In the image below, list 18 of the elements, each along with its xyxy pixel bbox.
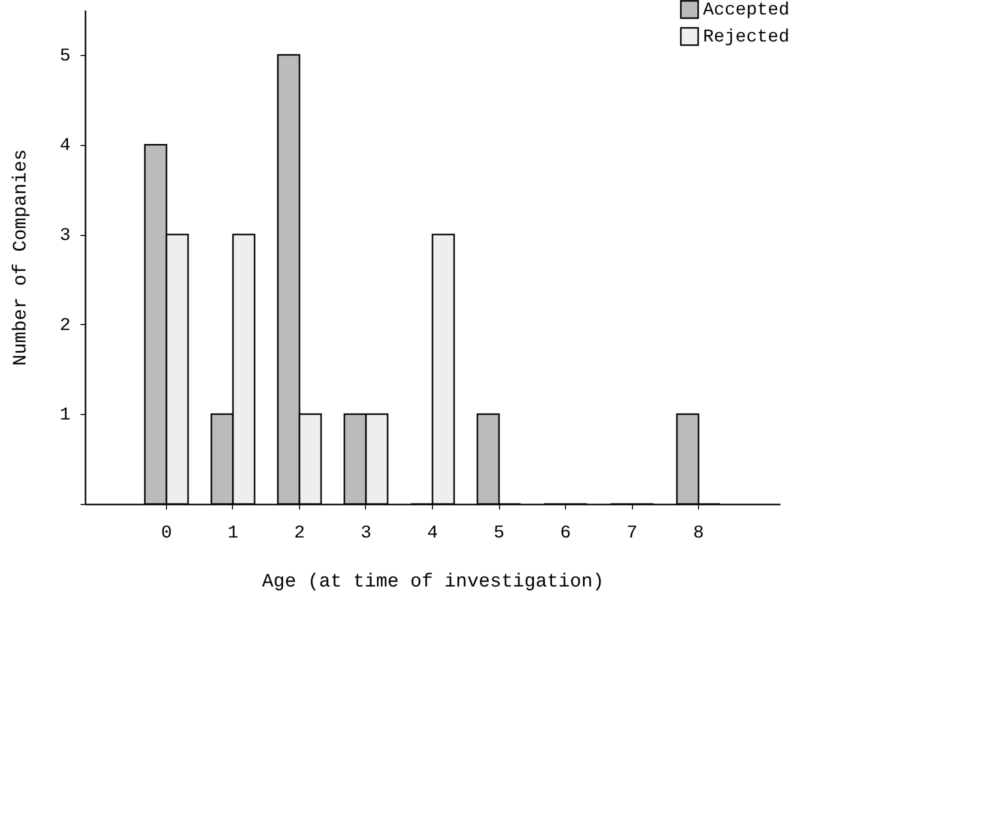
y-tick-label: 5 — [60, 46, 70, 66]
x-tick-label: 7 — [626, 524, 638, 544]
x-tick-label: 2 — [294, 524, 305, 544]
y-tick-label: 4 — [60, 136, 70, 156]
x-tick-label: 4 — [427, 524, 438, 544]
y-tick-label: 2 — [60, 316, 70, 336]
x-tick-label: 0 — [161, 524, 172, 544]
y-tick-label: 1 — [60, 406, 70, 426]
x-tick-label: 6 — [560, 524, 571, 544]
x-tick-label: 5 — [494, 524, 504, 544]
x-axis-title: Age (at time of investigation) — [262, 570, 604, 592]
x-tick-label: 3 — [360, 524, 372, 544]
y-tick-label: 3 — [60, 226, 70, 246]
legend-label: Accepted — [703, 0, 790, 20]
y-axis-title: Number of Companies — [10, 149, 32, 366]
x-tick-label: 1 — [228, 524, 238, 544]
x-tick-label: 8 — [693, 524, 704, 544]
legend-label: Rejected — [703, 28, 790, 48]
